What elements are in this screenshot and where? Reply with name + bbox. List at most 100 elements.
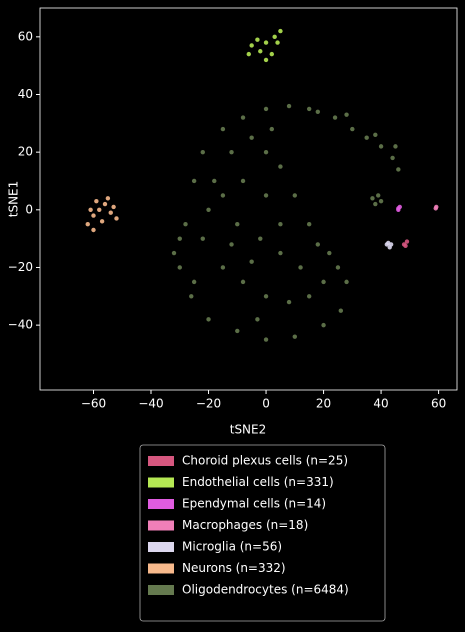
y-tick-label: 20: [18, 145, 33, 159]
legend-swatch: [148, 563, 174, 574]
point: [191, 178, 197, 184]
legend-label: Endothelial cells (n=331): [182, 475, 334, 489]
point: [315, 242, 321, 247]
point: [206, 207, 211, 213]
legend-swatch: [148, 477, 174, 488]
legend-label: Macrophages (n=18): [182, 518, 308, 532]
point: [393, 144, 398, 149]
point: [335, 265, 341, 270]
point: [177, 236, 182, 241]
point: [286, 299, 292, 305]
point: [350, 126, 355, 132]
point: [370, 196, 375, 201]
point: [91, 213, 96, 218]
x-tick-label: 0: [262, 397, 270, 411]
point: [396, 167, 401, 172]
point: [338, 308, 344, 313]
point: [111, 204, 116, 210]
point: [292, 334, 298, 339]
point: [191, 279, 197, 285]
point: [258, 236, 263, 241]
x-tick-label: −60: [81, 397, 106, 411]
point: [378, 198, 384, 204]
point: [255, 317, 260, 322]
point: [396, 206, 401, 211]
x-tick-label: −40: [138, 397, 163, 411]
y-tick-label: 0: [25, 202, 33, 216]
y-tick-label: 60: [18, 29, 33, 43]
point: [200, 149, 205, 155]
legend-label: Neurons (n=332): [182, 561, 286, 575]
point: [306, 294, 312, 299]
point: [292, 193, 298, 198]
point: [263, 337, 269, 342]
point: [183, 222, 188, 227]
legend-label: Ependymal cells (n=14): [182, 497, 326, 511]
point: [91, 227, 96, 233]
point: [105, 196, 111, 201]
point: [240, 279, 246, 285]
point: [298, 265, 303, 270]
point: [94, 198, 99, 204]
point: [177, 265, 182, 270]
point: [255, 37, 260, 42]
x-tick-label: −20: [196, 397, 221, 411]
point: [220, 126, 226, 132]
point: [286, 103, 292, 109]
point: [403, 243, 408, 249]
point: [269, 51, 274, 57]
point: [373, 132, 378, 138]
point: [306, 106, 312, 112]
point: [263, 106, 269, 112]
point: [376, 193, 381, 198]
point: [278, 28, 283, 34]
point: [278, 250, 283, 256]
point: [332, 115, 338, 120]
point: [315, 109, 321, 114]
point: [327, 250, 332, 256]
legend-swatch: [148, 585, 174, 595]
point: [108, 210, 113, 215]
point: [272, 34, 277, 40]
point: [200, 236, 205, 241]
point: [249, 259, 254, 264]
y-tick-label: −40: [8, 318, 33, 332]
point: [263, 57, 269, 63]
plot-frame: [39, 7, 458, 391]
y-tick-label: −20: [8, 260, 33, 274]
point: [88, 207, 93, 213]
point: [278, 164, 283, 169]
y-axis-label: tSNE1: [7, 181, 21, 218]
point: [171, 250, 177, 256]
point: [390, 155, 395, 161]
x-tick-label: 60: [431, 397, 446, 411]
point: [263, 149, 269, 155]
point: [434, 204, 439, 210]
point: [235, 328, 240, 334]
legend-label: Oligodendrocytes (n=6484): [182, 583, 349, 597]
point: [269, 126, 274, 132]
point: [235, 222, 240, 227]
legend-swatch: [148, 456, 174, 466]
point: [114, 216, 119, 221]
y-tick-label: 40: [18, 87, 33, 101]
point: [275, 40, 280, 45]
point: [263, 40, 269, 45]
point: [102, 201, 108, 207]
point: [258, 49, 263, 54]
point: [240, 115, 246, 120]
point: [386, 240, 391, 246]
point: [373, 201, 378, 207]
x-tick-label: 20: [316, 397, 331, 411]
point: [306, 222, 312, 227]
point: [404, 239, 410, 244]
point: [249, 43, 254, 48]
point: [263, 193, 269, 198]
point: [321, 322, 326, 328]
point: [246, 51, 251, 57]
point: [220, 265, 226, 270]
point: [229, 242, 234, 247]
legend-swatch: [148, 499, 174, 509]
legend-swatch: [148, 542, 174, 552]
